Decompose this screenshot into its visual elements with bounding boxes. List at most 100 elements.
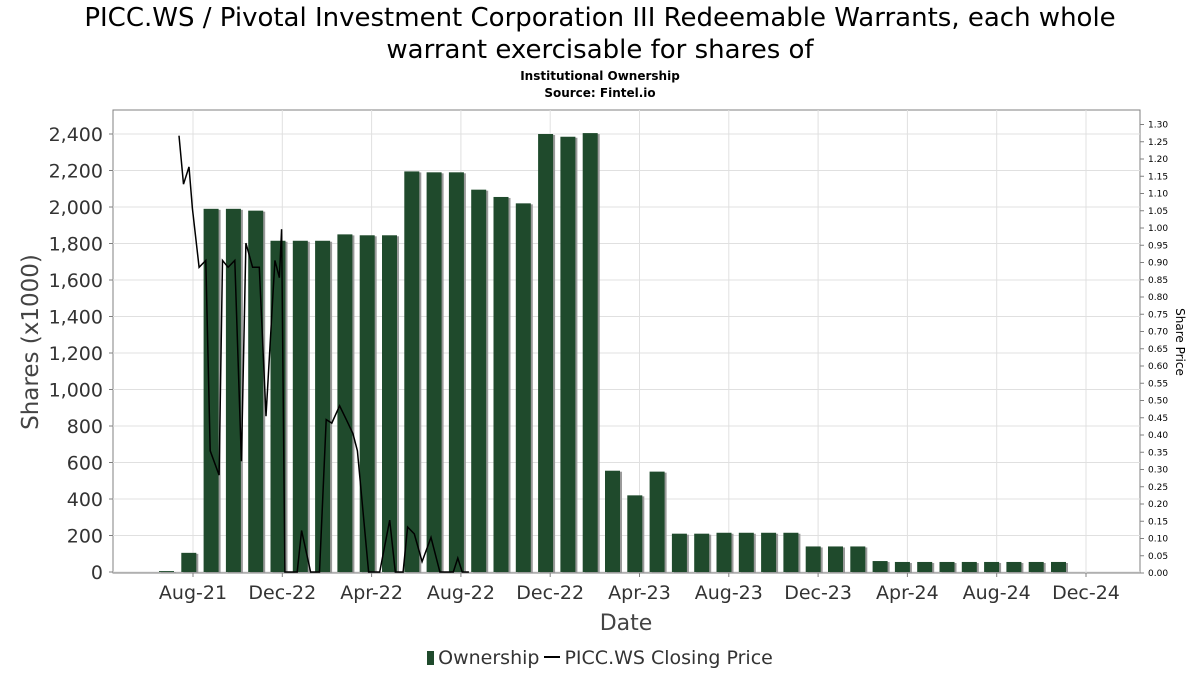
legend-ownership-label: Ownership (438, 647, 540, 669)
y2-tick-label: 0.80 (1148, 293, 1168, 303)
ownership-bar (181, 552, 197, 572)
x-tick-label: Aug-21 (159, 582, 227, 604)
y2-axis-ticks: 0.00 0.05 0.10 0.15 0.20 0.25 0.30 0.35 0.40 0.45… (1140, 121, 1168, 579)
ownership-bar (738, 532, 754, 572)
y-tick-label: 800 (67, 416, 103, 438)
y2-tick-label: 0.25 (1148, 483, 1168, 493)
ownership-bar (582, 133, 598, 572)
y2-tick-label: 1.20 (1148, 155, 1168, 165)
x-axis-label: Date (600, 611, 653, 636)
y-tick-label: 1,400 (49, 307, 103, 329)
x-tick-label: Dec-23 (784, 582, 852, 604)
y-axis-ticks: 0 200 400 600 800 1,000 1,200 1,400 1,600 1,800 2,… (49, 124, 113, 584)
ownership-bar (315, 240, 331, 572)
ownership-bar (404, 171, 420, 572)
ownership-bar (471, 189, 487, 572)
ownership-bar (783, 532, 799, 572)
x-tick-label: Dec-22 (516, 582, 584, 604)
ownership-bar (761, 532, 777, 572)
y2-tick-label: 0.05 (1148, 552, 1168, 562)
legend: Ownership PICC.WS Closing Price (0, 647, 1200, 669)
chart-title-line1: PICC.WS / Pivotal Investment Corporation… (84, 3, 1116, 33)
y2-tick-label: 0.55 (1148, 379, 1168, 389)
ownership-bar (694, 533, 710, 572)
ownership-bar (805, 546, 821, 572)
ownership-bar (1006, 561, 1022, 572)
ownership-bar (426, 172, 442, 572)
y-tick-label: 1,200 (49, 343, 103, 365)
x-tick-label: Aug-23 (695, 582, 763, 604)
y-tick-label: 2,200 (49, 161, 103, 183)
y2-tick-label: 0.95 (1148, 241, 1168, 251)
x-axis-ticks: Aug-21 Dec-22 Apr-22 Aug-22 Dec-22 Apr-23 Aug-… (159, 573, 1120, 604)
price-line (178, 135, 469, 573)
ownership-bar (270, 240, 286, 572)
ownership-bar (649, 471, 665, 572)
ownership-bar (828, 546, 843, 572)
legend-price-label: PICC.WS Closing Price (564, 647, 773, 669)
ownership-bars (159, 133, 1068, 574)
x-tick-label: Dec-24 (1052, 582, 1120, 604)
ownership-bar (894, 561, 910, 572)
y2-tick-label: 0.00 (1148, 569, 1168, 579)
y2-tick-label: 0.35 (1148, 448, 1168, 458)
y2-tick-label: 0.65 (1148, 345, 1168, 355)
y2-tick-label: 0.15 (1148, 517, 1168, 527)
legend-ownership-swatch (427, 651, 435, 665)
ownership-bar (1051, 561, 1066, 572)
ownership-bar (359, 235, 375, 572)
ownership-bar (872, 561, 888, 572)
chart-title-line2: warrant exercisable for shares of (386, 35, 814, 65)
y2-tick-label: 0.85 (1148, 276, 1168, 286)
ownership-bar (225, 208, 241, 572)
y2-tick-label: 1.15 (1148, 172, 1168, 182)
ownership-bar (961, 561, 977, 572)
y2-tick-label: 0.40 (1148, 431, 1168, 441)
ownership-bar (671, 533, 687, 572)
y-tick-label: 2,400 (49, 124, 103, 146)
y2-tick-label: 1.25 (1148, 138, 1168, 148)
y2-tick-label: 1.00 (1148, 224, 1168, 234)
ownership-bar (984, 561, 1000, 572)
y2-tick-label: 1.05 (1148, 207, 1168, 217)
y2-tick-label: 0.60 (1148, 362, 1168, 372)
x-tick-label: Apr-23 (608, 582, 671, 604)
chart-source: Source: Fintel.io (544, 86, 656, 100)
legend-price-swatch (544, 656, 561, 658)
ownership-bar (493, 196, 509, 572)
y2-tick-label: 0.70 (1148, 328, 1168, 338)
x-tick-label: Apr-24 (876, 582, 939, 604)
y-axis-label: Shares (x1000) (18, 254, 44, 430)
ownership-bar (917, 561, 933, 572)
y2-axis-label: Share Price (1173, 308, 1187, 376)
x-tick-label: Aug-24 (963, 582, 1031, 604)
ownership-bar (248, 210, 264, 572)
y-tick-label: 600 (67, 453, 103, 475)
ownership-bar (292, 240, 308, 572)
y2-tick-label: 0.90 (1148, 259, 1168, 269)
y-tick-label: 1,800 (49, 234, 103, 256)
y-tick-label: 0 (91, 562, 103, 584)
plot-area (112, 109, 1141, 574)
y2-tick-label: 1.10 (1148, 190, 1168, 200)
y2-tick-label: 0.30 (1148, 466, 1168, 476)
y2-tick-label: 0.45 (1148, 414, 1168, 424)
y2-tick-label: 0.10 (1148, 535, 1168, 545)
x-tick-label: Dec-22 (248, 582, 316, 604)
ownership-bar (627, 495, 643, 572)
y2-tick-label: 0.20 (1148, 500, 1168, 510)
y-tick-label: 1,000 (49, 380, 103, 402)
ownership-bar (1028, 561, 1044, 572)
ownership-bar (515, 203, 531, 572)
ownership-bar (159, 571, 174, 572)
ownership-bar (716, 532, 732, 572)
ownership-bar-shadow (161, 572, 176, 573)
chart-subtitle: Institutional Ownership (520, 69, 680, 83)
y-tick-label: 200 (67, 526, 103, 548)
ownership-bar (448, 172, 464, 572)
ownership-bar (939, 561, 955, 572)
y2-tick-label: 0.75 (1148, 310, 1168, 320)
y2-tick-label: 0.50 (1148, 397, 1168, 407)
ownership-bar (337, 234, 353, 572)
